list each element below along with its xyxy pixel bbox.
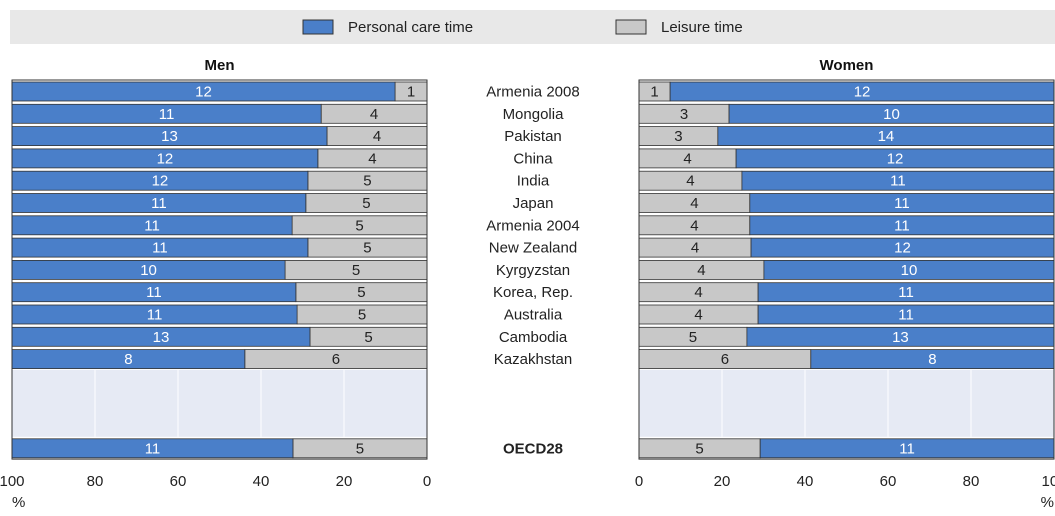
hours-label: 10 <box>901 262 918 279</box>
hours-label: 11 <box>894 217 910 234</box>
hours-label: 10 <box>883 106 900 123</box>
hours-label: 4 <box>690 195 698 212</box>
hours-label: 11 <box>145 440 161 457</box>
x-axis-label: % <box>12 494 25 511</box>
x-axis-label: % <box>1041 494 1054 511</box>
hours-label: 6 <box>721 351 729 368</box>
category-label: India <box>517 173 550 190</box>
hours-label: 11 <box>147 306 163 323</box>
hours-label: 11 <box>144 217 160 234</box>
hours-label: 3 <box>674 128 682 145</box>
hours-label: 8 <box>928 351 936 368</box>
hours-label: 12 <box>195 83 212 100</box>
category-label: Armenia 2004 <box>486 217 579 234</box>
category-label: Kazakhstan <box>494 351 572 368</box>
hours-label: 5 <box>363 240 371 257</box>
hours-label: 10 <box>140 262 157 279</box>
hours-label: 11 <box>899 440 915 457</box>
hours-label: 13 <box>161 128 178 145</box>
hours-label: 13 <box>892 329 909 346</box>
hours-label: 11 <box>894 195 910 212</box>
x-tick-label: 80 <box>963 473 980 490</box>
hours-label: 12 <box>894 240 911 257</box>
legend-band <box>10 10 1055 44</box>
hours-label: 14 <box>878 128 895 145</box>
hours-label: 12 <box>157 150 174 167</box>
legend-label: Leisure time <box>661 19 743 36</box>
hours-label: 4 <box>694 306 702 323</box>
hours-label: 5 <box>689 329 697 346</box>
category-label: China <box>513 150 553 167</box>
hours-label: 5 <box>363 173 371 190</box>
hours-label: 4 <box>690 217 698 234</box>
hours-label: 3 <box>680 106 688 123</box>
legend-swatch <box>302 19 334 35</box>
hours-label: 8 <box>124 351 132 368</box>
hours-label: 5 <box>357 284 365 301</box>
hours-label: 4 <box>694 284 702 301</box>
hours-label: 11 <box>898 306 914 323</box>
x-tick-label: 0 <box>423 473 431 490</box>
x-tick-label: 0 <box>635 473 643 490</box>
hours-label: 12 <box>152 173 169 190</box>
x-tick-label: 20 <box>336 473 353 490</box>
hours-label: 11 <box>146 284 162 301</box>
category-label: Japan <box>513 195 554 212</box>
category-label: Mongolia <box>503 106 565 123</box>
legend-swatch <box>615 19 647 35</box>
hours-label: 12 <box>854 83 871 100</box>
hours-label: 4 <box>691 240 699 257</box>
category-label: Australia <box>504 306 563 323</box>
panel-title: Women <box>820 57 874 74</box>
category-label: Cambodia <box>499 329 568 346</box>
hours-label: 5 <box>352 262 360 279</box>
category-label: Armenia 2008 <box>486 83 579 100</box>
hours-label: 13 <box>153 329 170 346</box>
legend-label: Personal care time <box>348 19 473 36</box>
hours-label: 1 <box>407 83 415 100</box>
hours-label: 11 <box>898 284 914 301</box>
panel-frame <box>11 79 428 460</box>
hours-label: 4 <box>370 106 378 123</box>
hours-label: 5 <box>362 195 370 212</box>
x-tick-label: 100 <box>1041 473 1055 490</box>
hours-label: 4 <box>697 262 705 279</box>
category-label: New Zealand <box>489 240 577 257</box>
hours-label: 4 <box>373 128 381 145</box>
x-tick-label: 40 <box>253 473 270 490</box>
hours-label: 5 <box>356 440 364 457</box>
hours-label: 5 <box>695 440 703 457</box>
panel-title: Men <box>205 57 235 74</box>
hours-label: 5 <box>355 217 363 234</box>
gap-band <box>12 369 427 437</box>
hours-label: 6 <box>332 351 340 368</box>
x-tick-label: 60 <box>880 473 897 490</box>
category-label: OECD28 <box>503 440 563 457</box>
hours-label: 11 <box>152 240 168 257</box>
x-tick-label: 40 <box>797 473 814 490</box>
hours-label: 5 <box>358 306 366 323</box>
x-tick-label: 20 <box>714 473 731 490</box>
hours-label: 1 <box>650 83 658 100</box>
hours-label: 4 <box>686 173 694 190</box>
hours-label: 12 <box>887 150 904 167</box>
hours-label: 5 <box>364 329 372 346</box>
category-label: Kyrgyzstan <box>496 262 570 279</box>
category-label: Pakistan <box>504 128 562 145</box>
category-label: Korea, Rep. <box>493 284 573 301</box>
gap-band <box>639 369 1054 437</box>
x-tick-label: 60 <box>170 473 187 490</box>
x-tick-label: 80 <box>87 473 104 490</box>
x-tick-label: 100 <box>0 473 25 490</box>
hours-label: 11 <box>151 195 167 212</box>
hours-label: 4 <box>683 150 691 167</box>
hours-label: 11 <box>890 173 906 190</box>
hours-label: 4 <box>368 150 376 167</box>
hours-label: 11 <box>159 106 175 123</box>
panel-frame <box>638 79 1055 460</box>
